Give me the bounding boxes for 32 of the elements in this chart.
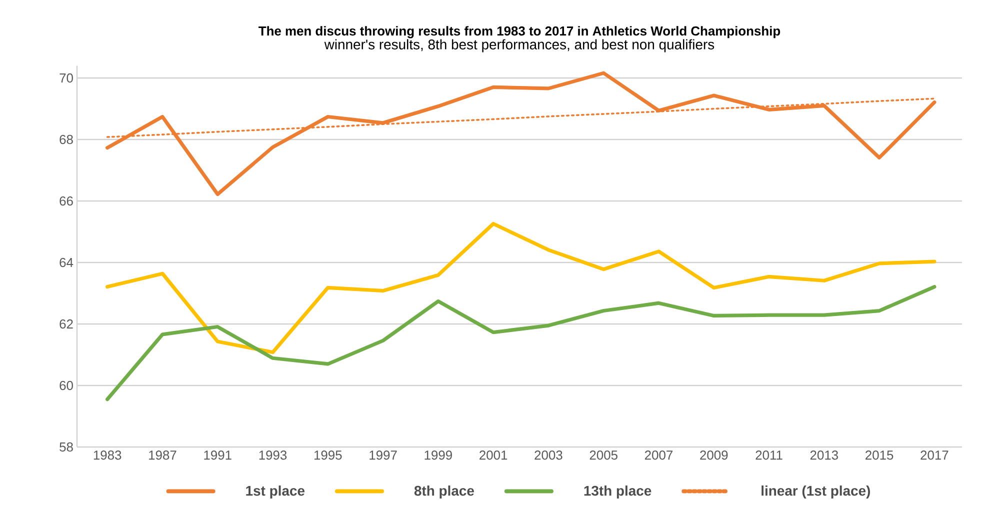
y-tick-label: 58 (60, 442, 73, 452)
x-tick-label: 1997 (370, 450, 397, 460)
x-tick-label: 1999 (424, 450, 452, 460)
x-tick-label: 2017 (920, 450, 948, 460)
x-tick-label: 1987 (149, 450, 176, 460)
chart-subtitle: winner's results, 8th best performances, and best non qualifiers (324, 39, 714, 52)
y-tick-label: 60 (60, 380, 73, 390)
legend-label: linear (1st place) (762, 486, 870, 498)
x-tick-label: 2001 (480, 450, 508, 460)
x-tick-label: 2005 (590, 450, 618, 460)
line-series (106, 71, 936, 196)
x-tick-label: 1983 (94, 450, 122, 460)
y-tick-label: 70 (60, 73, 73, 83)
x-tick-label: 2007 (644, 450, 672, 460)
line-series (106, 222, 936, 354)
y-tick-label: 64 (60, 258, 74, 268)
y-tick-label: 62 (60, 319, 73, 329)
x-tick-label: 2013 (810, 450, 838, 460)
x-tick-label: 2009 (700, 450, 728, 460)
legend-label: 13th place (584, 486, 652, 498)
chart-title: The men discus throwing results from 1983 to 2017 in Athletics World Championship (258, 26, 780, 38)
x-tick-label: 2015 (866, 450, 894, 460)
legend-label: 1st place (246, 486, 305, 498)
x-tick-label: 1993 (259, 450, 287, 460)
line-series (106, 284, 936, 402)
x-tick-label: 2003 (534, 450, 562, 460)
y-tick-label: 66 (60, 196, 73, 206)
x-tick-label: 1991 (204, 450, 232, 460)
x-tick-label: 2011 (756, 450, 782, 460)
x-tick-label: 1995 (314, 450, 342, 460)
legend-label: 8th place (414, 486, 474, 498)
y-tick-label: 68 (60, 134, 73, 144)
